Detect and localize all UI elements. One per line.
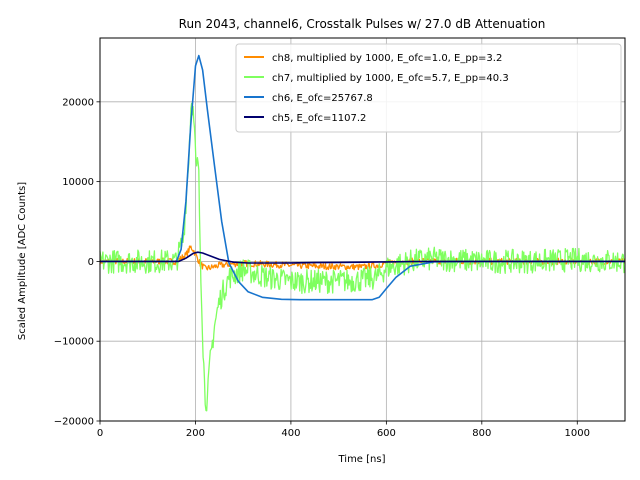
x-tick-label: 400 [281, 428, 300, 439]
x-axis-label: Time [ns] [337, 454, 385, 465]
legend-entry: ch7, multiplied by 1000, E_ofc=5.7, E_pp… [272, 73, 509, 84]
y-tick-label: −20000 [54, 417, 94, 428]
series-line-3 [100, 54, 625, 301]
legend-frame [235, 43, 622, 133]
y-tick-label: 10000 [62, 177, 94, 188]
axis-ticks: 0 200 400 600 800 1000 −20000 −10000 0 10000 20000 [54, 97, 590, 439]
legend-entry: ch6, E_ofc=25767.8 [272, 93, 373, 104]
x-tick-label: 0 [97, 428, 103, 439]
series-line-1 [99, 245, 626, 271]
legend: ch8, multiplied by 1000, E_ofc=1.0, E_pp… [235, 43, 622, 133]
y-tick-label: 0 [88, 257, 94, 268]
series-line-4 [100, 251, 625, 264]
y-tick-label: 20000 [62, 97, 94, 108]
legend-entry: ch8, multiplied by 1000, E_ofc=1.0, E_pp… [272, 53, 502, 64]
y-tick-label: −10000 [54, 337, 94, 348]
x-tick-label: 800 [472, 428, 491, 439]
series-layer [99, 54, 626, 412]
x-tick-label: 1000 [565, 428, 590, 439]
legend-entry: ch5, E_ofc=1107.2 [272, 113, 366, 124]
plot-frame [99, 37, 626, 422]
x-tick-label: 200 [186, 428, 205, 439]
chart-title: Run 2043, channel6, Crosstalk Pulses w/ … [179, 17, 546, 31]
x-tick-label: 600 [377, 428, 396, 439]
y-axis-label: Scaled Amplitude [ADC Counts] [17, 182, 28, 340]
